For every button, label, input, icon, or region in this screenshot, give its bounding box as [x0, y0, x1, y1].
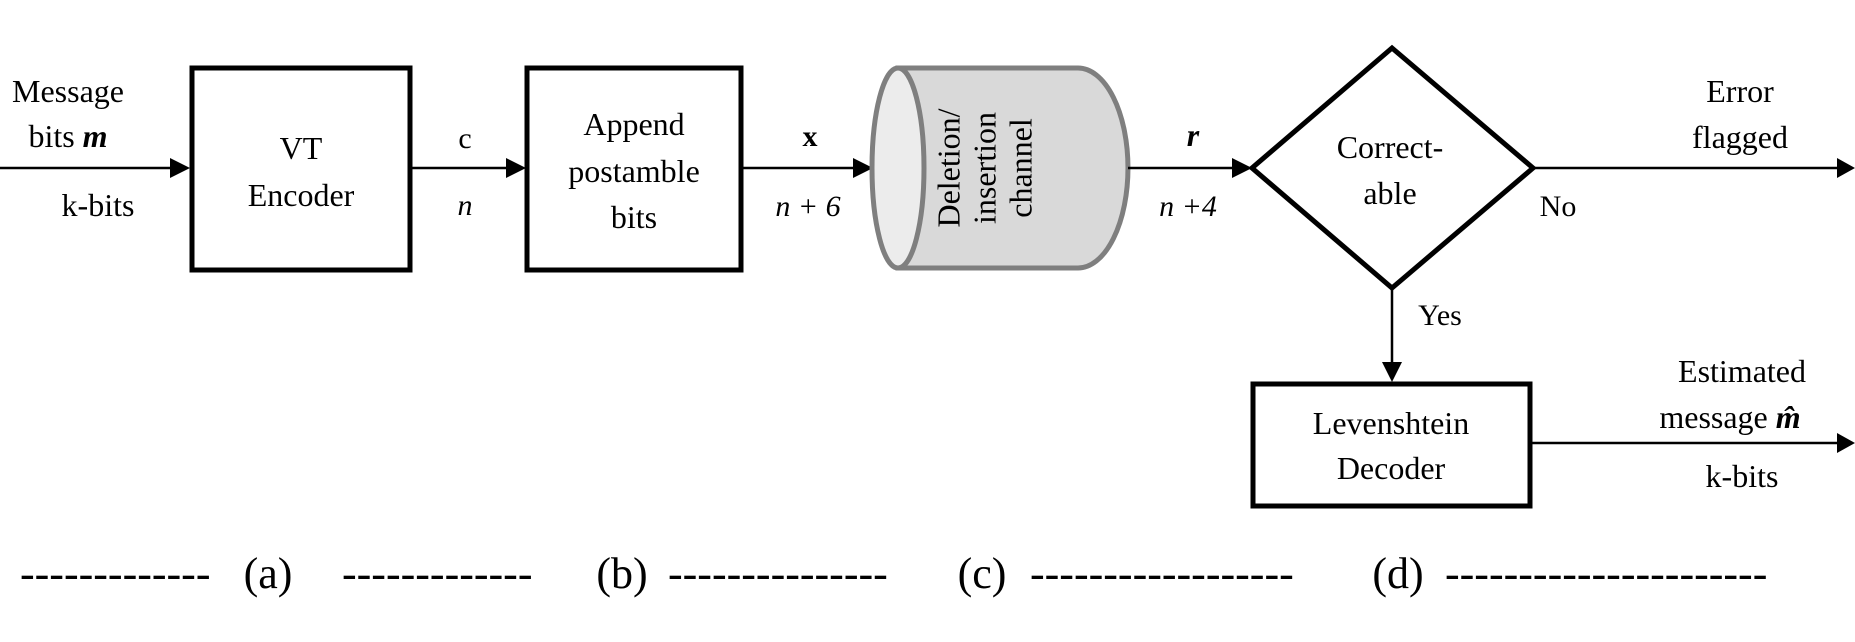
- append-line3: bits: [611, 199, 657, 235]
- decision-line2: able: [1363, 175, 1416, 211]
- no-branch-arrowhead: [1837, 158, 1855, 178]
- c-label: c: [458, 122, 471, 155]
- levenshtein-decoder-block: [1250, 381, 1533, 509]
- stage-label-c: (c): [958, 549, 1007, 598]
- vt-encoder-line1: VT: [280, 130, 323, 166]
- yes-branch-arrowhead: [1382, 362, 1402, 382]
- yes-label: Yes: [1418, 299, 1462, 332]
- channel-cylinder: [869, 65, 1131, 271]
- x-arrowhead: [853, 158, 873, 178]
- message-bits-label: bits m: [28, 118, 107, 154]
- stage-label-b: (b): [596, 549, 647, 598]
- input-arrowhead: [170, 158, 190, 178]
- decision-line1: Correct-: [1337, 129, 1444, 165]
- vt-encoder-line2: Encoder: [248, 177, 355, 213]
- append-line2: postamble: [568, 153, 700, 189]
- stage-dashes-1: -------------: [20, 549, 210, 598]
- estimated-symbol: m̂: [1776, 399, 1801, 435]
- channel-line2: insertion: [966, 112, 1002, 224]
- message-size-label: k-bits: [62, 187, 135, 223]
- message-symbol: m: [83, 118, 108, 154]
- output-arrowhead: [1837, 433, 1855, 453]
- message-label: Message: [12, 73, 124, 109]
- estimated-size-label: k-bits: [1706, 458, 1779, 494]
- x-length-label: n + 6: [775, 190, 840, 223]
- channel-line3: channel: [1002, 118, 1038, 218]
- r-arrowhead: [1232, 158, 1252, 178]
- error-line2: flagged: [1692, 119, 1788, 155]
- no-label: No: [1540, 190, 1577, 223]
- stage-dashes-5: ----------------------: [1445, 549, 1767, 598]
- stage-labels: ------------- (a) ------------- (b) ----…: [20, 549, 1767, 598]
- stage-label-a: (a): [244, 549, 293, 598]
- estimated-message-label: message m̂: [1659, 399, 1800, 435]
- c-length-label: n: [458, 189, 473, 222]
- stage-label-d: (d): [1372, 549, 1423, 598]
- r-length-label: n +4: [1159, 190, 1217, 223]
- x-label: x: [803, 120, 818, 153]
- stage-dashes-3: ---------------: [668, 549, 888, 598]
- stage-dashes-4: ------------------: [1030, 549, 1294, 598]
- channel-line1: Deletion/: [930, 108, 966, 227]
- channel-label: Deletion/ insertion channel: [930, 108, 1038, 227]
- correctable-decision: [1248, 44, 1537, 292]
- c-arrowhead: [506, 158, 526, 178]
- vt-encoder-block: [189, 65, 413, 273]
- r-label: r: [1187, 117, 1200, 153]
- stage-dashes-2: -------------: [342, 549, 532, 598]
- estimated-label: Estimated: [1678, 353, 1806, 389]
- error-line1: Error: [1706, 73, 1774, 109]
- levenshtein-line2: Decoder: [1337, 450, 1446, 486]
- levenshtein-line1: Levenshtein: [1313, 405, 1469, 441]
- append-line1: Append: [583, 106, 684, 142]
